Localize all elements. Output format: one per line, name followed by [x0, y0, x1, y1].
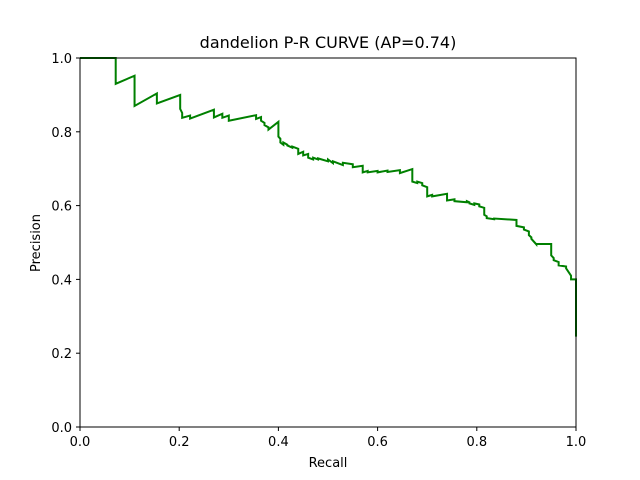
- y-axis-ticks: 0.0 0.2 0.4 0.6 0.8 1.0: [51, 52, 80, 436]
- x-tick-label: 0.0: [70, 435, 91, 450]
- x-tick-label: 0.6: [367, 435, 388, 450]
- x-axis-ticks: 0.0 0.2 0.4 0.6 0.8 1.0: [70, 427, 587, 450]
- y-tick-label: 0.0: [51, 421, 72, 436]
- chart-title: dandelion P-R CURVE (AP=0.74): [200, 33, 457, 52]
- y-tick-label: 0.6: [51, 200, 72, 215]
- y-tick-label: 1.0: [51, 52, 72, 67]
- y-tick-label: 0.8: [51, 126, 72, 141]
- x-axis-label: Recall: [309, 456, 348, 471]
- x-tick-label: 1.0: [566, 435, 587, 450]
- x-tick-label: 0.8: [466, 435, 487, 450]
- x-tick-label: 0.2: [169, 435, 190, 450]
- axes-frame: [79, 57, 577, 428]
- y-tick-label: 0.2: [51, 347, 72, 362]
- series-line-pr-curve: [80, 57, 577, 337]
- x-tick-label: 0.4: [268, 435, 289, 450]
- plot-area: [80, 57, 577, 337]
- y-tick-label: 0.4: [51, 273, 72, 288]
- y-axis-label: Precision: [29, 214, 44, 272]
